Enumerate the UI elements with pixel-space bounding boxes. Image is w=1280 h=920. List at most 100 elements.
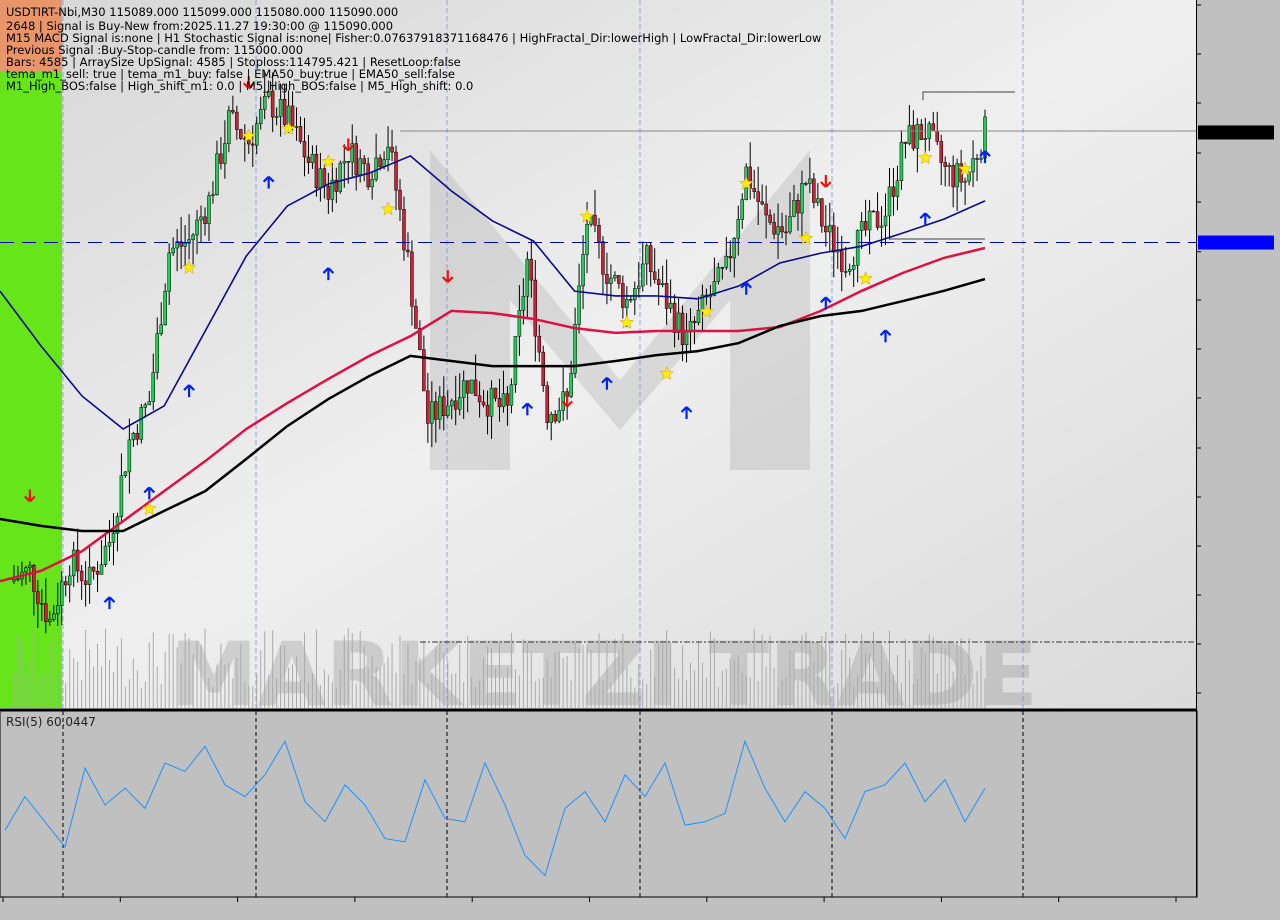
candle-body [453,400,458,410]
candle [314,145,319,197]
candle [796,193,800,231]
candle [593,190,597,233]
buy-arrow-icon [521,402,534,416]
candle-body [219,153,223,164]
candle-body [963,180,967,183]
candle [334,167,339,204]
candle-body [641,263,645,287]
candle-body [394,151,398,191]
candle [40,589,44,621]
candle-body [808,178,812,184]
candle [839,235,844,292]
candle-body [951,165,955,188]
candle-body [696,309,701,324]
ema_mid-line [0,246,986,583]
candle-body [457,397,462,410]
candle [310,145,315,169]
candle [159,302,163,336]
candle [461,370,466,420]
candle-body [804,183,808,185]
candle [652,248,657,284]
buy-arrow-icon [680,406,693,420]
candle-body [883,215,888,227]
candle-body [262,96,267,110]
candle [422,335,426,392]
candle-body [517,310,522,337]
star-icon [619,314,635,329]
candle [394,145,398,211]
candle-body [672,302,677,333]
candle [211,181,215,204]
candle-body [446,405,450,416]
buy-arrow-icon [740,281,753,295]
candle-body [266,90,271,97]
candle [947,162,951,187]
buy-arrow-icon [979,150,991,164]
candle [438,386,442,430]
candle [63,575,68,597]
candle [426,372,430,443]
candle-body [497,397,502,408]
candle [629,296,633,303]
candle-body [438,396,442,420]
candle [800,170,804,238]
info-line-5: Bars: 4585 | ArraySize UpSignal: 4585 | … [6,55,461,69]
candle-body [422,349,426,392]
candle-body [553,414,557,422]
candle [135,424,140,446]
candle-body [501,393,506,408]
candle [752,169,756,199]
candle [975,153,979,182]
candle [955,158,959,211]
candle [648,242,653,287]
candle-body [402,209,406,251]
candle-body [207,195,211,224]
candle-body [382,159,386,167]
candle-body [282,99,287,125]
candle [871,210,876,213]
candle-body [577,285,581,325]
candle-body [820,198,824,227]
candle-body [87,566,92,585]
candle-body [16,578,20,581]
candle [103,534,108,567]
candle [67,565,72,603]
candle [171,237,175,257]
candle-body [545,385,549,423]
rsi-line [4,739,986,877]
candle-body [863,221,868,231]
candle [481,389,486,408]
candle-body [625,298,629,308]
star-icon [241,128,257,143]
star-icon [281,121,296,136]
candle-body [605,274,609,284]
candle-body [254,123,259,146]
sell-arrow-icon [24,489,36,503]
candle [557,397,561,424]
candle-body [91,566,96,572]
candle [48,610,52,626]
candle [83,561,88,607]
candle [434,391,438,443]
candle [195,209,199,255]
candle-body [816,198,820,203]
candle-body [633,288,637,301]
candle [28,561,32,583]
candle-body [521,296,526,311]
candle [533,259,538,362]
candle-body [776,226,780,235]
candle-body [668,302,673,309]
candle [469,379,474,394]
candle [529,240,534,298]
candle-body [593,214,597,226]
candle-body [843,271,848,273]
candle [541,345,546,392]
candle [147,390,152,406]
candle [107,519,112,562]
candle [891,167,896,216]
candle-body [231,110,235,113]
buy-arrow-icon [262,175,275,189]
candle-body [135,432,140,440]
candle [270,72,275,133]
